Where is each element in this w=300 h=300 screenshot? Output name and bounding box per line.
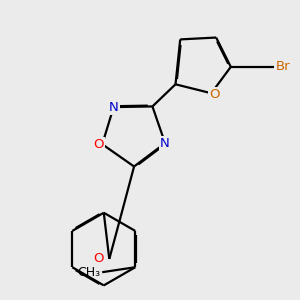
Text: Br: Br <box>276 60 290 74</box>
Text: O: O <box>94 138 104 151</box>
Text: N: N <box>160 136 170 150</box>
Text: N: N <box>109 100 118 114</box>
Text: O: O <box>94 253 104 266</box>
Text: O: O <box>209 88 220 101</box>
Text: CH₃: CH₃ <box>77 266 101 279</box>
